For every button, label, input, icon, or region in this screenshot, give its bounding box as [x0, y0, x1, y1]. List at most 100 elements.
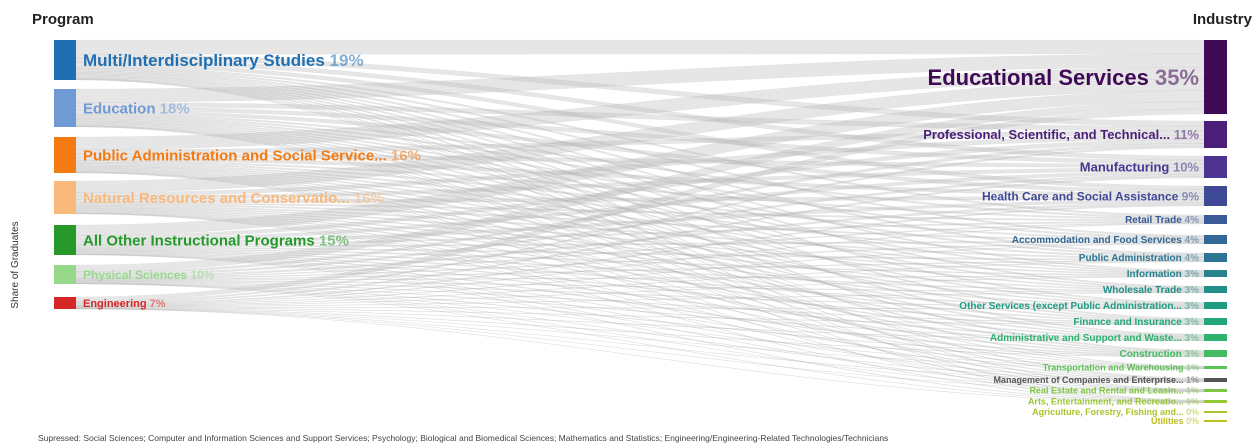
industry-name: Educational Services — [928, 65, 1155, 90]
program-label-all-other-instructional-programs: All Other Instructional Programs 15% — [83, 232, 349, 249]
program-name: Natural Resources and Conservatio... — [83, 190, 354, 207]
industry-node-retail-trade[interactable] — [1204, 215, 1227, 224]
program-node-public-administration-and-social-service[interactable] — [54, 137, 76, 173]
industry-share: 1% — [1186, 386, 1199, 396]
industry-label-health-care-and-social-assistance: Health Care and Social Assistance 9% — [982, 189, 1199, 203]
program-name: Engineering — [83, 298, 150, 310]
program-share: 19% — [330, 51, 364, 70]
industry-share: 1% — [1186, 375, 1199, 385]
industry-node-wholesale-trade[interactable] — [1204, 286, 1227, 293]
industry-node-transportation-and-warehousing[interactable] — [1204, 366, 1227, 369]
industry-node-professional-scientific-and-technical[interactable] — [1204, 121, 1227, 148]
flow-links — [75, 39, 1205, 404]
industry-name: Administrative and Support and Waste... — [990, 333, 1185, 344]
share-of-graduates-label: Share of Graduates — [10, 221, 21, 308]
industry-share: 3% — [1185, 317, 1200, 328]
industry-label-manufacturing: Manufacturing 10% — [1080, 160, 1200, 175]
industry-name: Information — [1127, 269, 1185, 280]
industry-node-arts-entertainment-and-recreatio[interactable] — [1204, 400, 1227, 403]
program-share: 16% — [391, 147, 421, 164]
industry-name: Wholesale Trade — [1103, 285, 1185, 296]
industry-name: Arts, Entertainment, and Recreatio... — [1028, 397, 1186, 407]
industry-share: 3% — [1185, 301, 1200, 312]
industry-name: Transportation and Warehousing — [1043, 363, 1186, 373]
industry-node-real-estate-and-rental-and-leasin[interactable] — [1204, 389, 1227, 392]
program-node-education[interactable] — [54, 89, 76, 127]
industry-node-educational-services[interactable] — [1204, 40, 1227, 114]
industry-label-management-of-companies-and-enterprise: Management of Companies and Enterprise..… — [993, 375, 1199, 385]
industry-label-transportation-and-warehousing: Transportation and Warehousing 1% — [1043, 363, 1199, 373]
program-header: Program — [32, 11, 94, 28]
industry-label-real-estate-and-rental-and-leasin: Real Estate and Rental and Leasin... 1% — [1029, 386, 1199, 396]
industry-node-health-care-and-social-assistance[interactable] — [1204, 186, 1227, 206]
industry-name: Finance and Insurance — [1073, 317, 1184, 328]
industry-share: 3% — [1185, 349, 1200, 360]
industry-nodes: Educational Services 35% Professional, Sc… — [923, 40, 1227, 426]
program-label-natural-resources-and-conservatio: Natural Resources and Conservatio... 16% — [83, 190, 384, 207]
industry-name: Agriculture, Forestry, Fishing and... — [1032, 407, 1186, 417]
program-name: Education — [83, 100, 160, 117]
industry-node-finance-and-insurance[interactable] — [1204, 318, 1227, 325]
industry-label-administrative-and-support-and-waste: Administrative and Support and Waste... … — [990, 333, 1199, 344]
industry-label-retail-trade: Retail Trade 4% — [1125, 215, 1199, 226]
program-node-all-other-instructional-programs[interactable] — [54, 225, 76, 255]
industry-node-public-administration[interactable] — [1204, 253, 1227, 262]
industry-name: Retail Trade — [1125, 215, 1184, 226]
industry-share: 1% — [1186, 397, 1199, 407]
industry-label-professional-scientific-and-technical: Professional, Scientific, and Technical.… — [923, 127, 1199, 142]
industry-name: Health Care and Social Assistance — [982, 189, 1182, 203]
program-nodes: Multi/Interdisciplinary Studies 19% Educa… — [54, 40, 421, 310]
industry-node-management-of-companies-and-enterprise[interactable] — [1204, 378, 1227, 382]
program-share: 7% — [150, 298, 166, 310]
industry-header: Industry — [1193, 11, 1253, 28]
program-share: 18% — [160, 100, 190, 117]
program-label-education: Education 18% — [83, 100, 190, 117]
industry-node-administrative-and-support-and-waste[interactable] — [1204, 334, 1227, 341]
program-label-public-administration-and-social-service: Public Administration and Social Service… — [83, 147, 421, 164]
industry-node-manufacturing[interactable] — [1204, 156, 1227, 178]
industry-label-arts-entertainment-and-recreatio: Arts, Entertainment, and Recreatio... 1% — [1028, 397, 1199, 407]
industry-label-information: Information 3% — [1127, 269, 1199, 280]
program-label-engineering: Engineering 7% — [83, 298, 166, 310]
program-label-physical-sciences: Physical Sciences 10% — [83, 268, 215, 282]
industry-node-other-services-except-public-administration[interactable] — [1204, 302, 1227, 309]
industry-label-construction: Construction 3% — [1120, 349, 1200, 360]
industry-share: 3% — [1185, 333, 1200, 344]
industry-node-utilities[interactable] — [1204, 420, 1227, 422]
program-node-natural-resources-and-conservatio[interactable] — [54, 181, 76, 214]
industry-share: 4% — [1185, 215, 1200, 226]
program-node-multi-interdisciplinary-studies[interactable] — [54, 40, 76, 80]
program-label-multi-interdisciplinary-studies: Multi/Interdisciplinary Studies 19% — [83, 51, 364, 70]
industry-name: Other Services (except Public Administra… — [959, 301, 1184, 312]
industry-name: Manufacturing — [1080, 160, 1173, 175]
industry-node-construction[interactable] — [1204, 350, 1227, 357]
industry-label-public-administration: Public Administration 4% — [1079, 253, 1199, 264]
industry-node-agriculture-forestry-fishing-and[interactable] — [1204, 411, 1227, 413]
industry-label-utilities: Utilities 0% — [1151, 416, 1199, 426]
industry-label-finance-and-insurance: Finance and Insurance 3% — [1073, 317, 1199, 328]
program-share: 16% — [354, 190, 384, 207]
industry-share: 3% — [1185, 269, 1200, 280]
industry-node-accommodation-and-food-services[interactable] — [1204, 235, 1227, 244]
footnote: Supressed: Social Sciences; Computer and… — [38, 433, 888, 443]
industry-share: 0% — [1186, 407, 1199, 417]
program-share: 15% — [319, 232, 349, 249]
industry-label-wholesale-trade: Wholesale Trade 3% — [1103, 285, 1199, 296]
industry-name: Utilities — [1151, 416, 1186, 426]
industry-share: 35% — [1155, 65, 1199, 90]
industry-name: Accommodation and Food Services — [1012, 235, 1185, 246]
program-name: Public Administration and Social Service… — [83, 147, 391, 164]
industry-share: 0% — [1186, 416, 1199, 426]
industry-label-other-services-except-public-administration: Other Services (except Public Administra… — [959, 301, 1199, 312]
program-node-physical-sciences[interactable] — [54, 265, 76, 284]
industry-label-agriculture-forestry-fishing-and: Agriculture, Forestry, Fishing and... 0% — [1032, 407, 1199, 417]
industry-share: 3% — [1185, 285, 1200, 296]
industry-share: 10% — [1173, 160, 1199, 175]
program-node-engineering[interactable] — [54, 297, 76, 309]
industry-share: 1% — [1186, 363, 1199, 373]
program-name: All Other Instructional Programs — [83, 232, 319, 249]
industry-share: 4% — [1185, 253, 1200, 264]
program-name: Multi/Interdisciplinary Studies — [83, 51, 330, 70]
industry-node-information[interactable] — [1204, 270, 1227, 277]
